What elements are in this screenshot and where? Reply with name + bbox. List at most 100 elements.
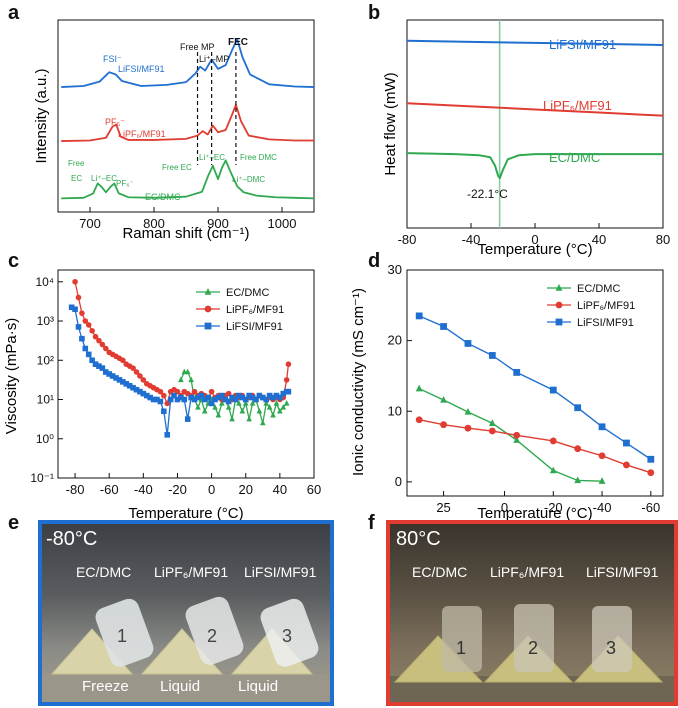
viscosity-point-green (184, 368, 191, 375)
viscosity-point-blue (219, 392, 225, 399)
hot-vial-2 (514, 604, 554, 672)
conductivity-point-blue (415, 312, 423, 320)
viscosity-xtick-label: 60 (307, 482, 321, 497)
viscosity-point-blue (263, 396, 270, 403)
viscosity-point-red (283, 377, 290, 383)
dsc-xlabel: Temperature (°C) (477, 241, 592, 258)
photo-hot-scene: 1 2 3 (390, 604, 674, 702)
conductivity-point-red (647, 469, 655, 477)
hot-vial-number-3: 3 (606, 638, 616, 658)
dsc-chart: -80 -40 0 40 80 Temperature (°C) Heat flow (… (382, 19, 670, 258)
photo-hot-temp: 80°C (396, 528, 441, 550)
cold-tray (42, 674, 330, 702)
viscosity-point-blue (198, 392, 205, 399)
photo-cold-state-3: Liquid (238, 678, 279, 695)
viscosity-point-blue (164, 432, 171, 438)
photo-hot-label-3: LiFSI/MF91 (586, 564, 659, 580)
conductivity-plot-frame (406, 269, 664, 497)
annot-fec: FEC (228, 37, 248, 48)
photo-cold-label-3: LiFSI/MF91 (244, 564, 317, 580)
viscosity-point-red (191, 388, 198, 395)
viscosity-legend-label: EC/DMC (226, 287, 269, 299)
conductivity-point-red (513, 431, 521, 439)
viscosity-point-red (82, 318, 89, 324)
viscosity-point-red (161, 392, 167, 399)
viscosity-xtick-label: -80 (66, 482, 85, 497)
conductivity-point-green (488, 419, 496, 426)
viscosity-point-green (236, 400, 242, 406)
viscosity-line-red (74, 281, 290, 406)
annot-lipf6: LiPF₆/MF91 (118, 129, 166, 139)
raman-chart: 700 800 900 1000 Raman shift (cm⁻¹) Intensi… (33, 19, 315, 242)
conductivity-point-blue (549, 386, 557, 394)
cold-vial-1 (95, 598, 154, 667)
conductivity-point-green (549, 466, 557, 474)
dsc-series-green (406, 152, 663, 180)
raman-xtick-label: 900 (207, 216, 229, 231)
viscosity-point-blue (266, 392, 273, 399)
viscosity-point-blue (137, 388, 143, 395)
viscosity-point-blue (280, 390, 287, 397)
conductivity-line-red (419, 419, 652, 474)
panel-label-f: f (368, 512, 375, 534)
viscosity-point-blue (85, 351, 92, 358)
viscosity-ytick-label: 10² (37, 353, 54, 367)
annot-free-ec-3: Free EC (162, 163, 192, 172)
raman-ylabel: Intensity (a.u.) (33, 68, 50, 163)
viscosity-point-red (89, 328, 95, 334)
photo-hot-label-2: LiPF₆/MF91 (490, 564, 565, 580)
viscosity-point-green (256, 407, 263, 414)
conductivity-xtick-label: -60 (641, 500, 660, 515)
raman-xtick-label: 700 (79, 216, 101, 231)
viscosity-point-blue (181, 396, 188, 403)
conductivity-point-red (623, 461, 630, 469)
viscosity-point-red (85, 322, 92, 328)
viscosity-point-blue (82, 345, 89, 352)
viscosity-point-blue (256, 392, 263, 399)
viscosity-point-blue (212, 396, 218, 403)
viscosity-point-blue (130, 384, 136, 391)
viscosity-ytick-label: 10¹ (37, 393, 54, 407)
dsc-label-ecdmc: EC/DMC (549, 150, 600, 165)
viscosity-point-blue (232, 396, 239, 403)
viscosity-point-red (92, 333, 99, 340)
viscosity-point-blue (273, 392, 280, 399)
viscosity-point-blue (249, 394, 256, 401)
conductivity-point-blue (598, 423, 606, 431)
viscosity-point-blue (79, 335, 85, 342)
annot-li-ec: Li⁺–EC (91, 174, 117, 183)
conductivity-point-green (464, 407, 472, 415)
viscosity-point-red (137, 373, 143, 379)
viscosity-xtick-label: 20 (238, 482, 252, 497)
viscosity-point-blue (92, 361, 99, 367)
viscosity-point-green (215, 411, 222, 418)
conductivity-ytick-label: 0 (395, 474, 402, 489)
viscosity-point-green (219, 400, 225, 406)
dsc-series-blue (406, 39, 664, 46)
viscosity-point-green (249, 400, 256, 406)
viscosity-point-green (195, 403, 201, 410)
hot-vial-number-2: 2 (528, 638, 538, 658)
annot-ecdmc: EC/DMC (145, 192, 181, 202)
viscosity-point-green (266, 403, 273, 410)
dsc-xtick-label: -80 (398, 232, 417, 247)
viscosity-point-green (201, 407, 208, 414)
annot-free-ec-2: EC (71, 174, 82, 183)
dsc-peak-label: -22.1°C (467, 187, 508, 201)
viscosity-legend-marker (204, 288, 212, 295)
conductivity-legend-marker (555, 284, 563, 291)
cold-vial-3 (260, 598, 319, 667)
viscosity-xlabel: Temperature (°C) (128, 505, 243, 522)
viscosity-ylabel: Viscosity (mPa·s) (3, 318, 20, 434)
viscosity-point-blue (229, 394, 235, 401)
viscosity-point-blue (120, 379, 126, 385)
viscosity-point-red (75, 294, 82, 301)
viscosity-point-green (277, 407, 283, 414)
photo-hot: 1 2 3 80°C EC/DMC LiPF₆/MF91 LiFSI/MF91 (386, 520, 678, 706)
hot-vial-3 (592, 606, 632, 672)
conductivity-xtick-label: 25 (436, 500, 450, 515)
viscosity-point-green (239, 407, 246, 414)
photo-cold-state-2: Liquid (160, 678, 201, 695)
hot-vial-1 (442, 606, 482, 672)
viscosity-legend-label: LiPF₆/MF91 (226, 304, 284, 316)
